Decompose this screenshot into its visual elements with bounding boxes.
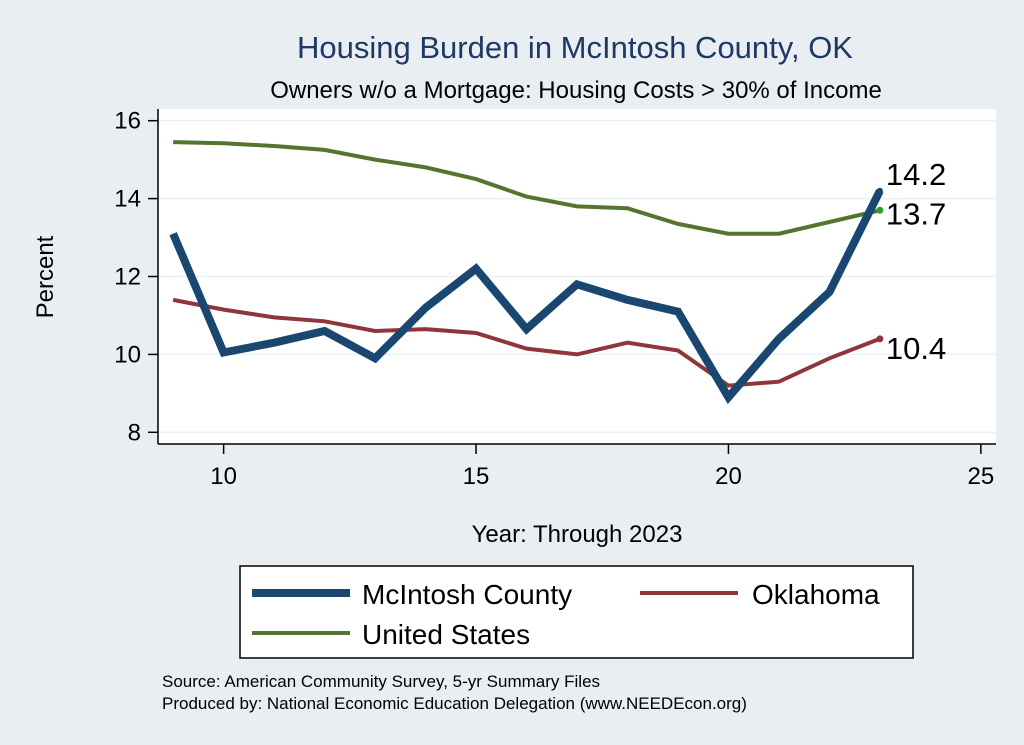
axes: 8 10 12 14 16 10 15 20 25	[114, 108, 996, 490]
series-line-mcintosh-county	[169, 189, 884, 405]
chart-title: Housing Burden in McIntosh County, OK	[297, 30, 853, 65]
series-line-oklahoma	[172, 297, 881, 388]
series-end-point-united-states	[876, 206, 884, 214]
y-axis-title: Percent	[32, 235, 59, 318]
legend-box	[239, 565, 914, 659]
legend-label-united-states: United States	[362, 619, 530, 650]
legend-label-mcintosh-county: McIntosh County	[362, 579, 572, 610]
y-tick-label: 14	[114, 186, 141, 213]
series-line-united-states	[173, 140, 881, 236]
end-label-mcintosh-county: 14.2	[886, 157, 946, 192]
end-label-oklahoma: 10.4	[886, 331, 946, 366]
source-note: Source: American Community Survey, 5-yr …	[162, 672, 600, 691]
series-end-point-oklahoma	[876, 335, 884, 343]
legend: McIntosh County Oklahoma United States	[252, 579, 880, 650]
x-tick-label: 20	[715, 463, 742, 490]
end-label-united-states: 13.7	[886, 196, 946, 231]
y-tick-label: 16	[114, 108, 141, 135]
x-axis-title: Year: Through 2023	[472, 521, 683, 548]
end-labels: 14.2 10.4 13.7	[886, 157, 946, 366]
series-end-point-mcintosh-county	[876, 187, 883, 194]
legend-label-oklahoma: Oklahoma	[752, 579, 880, 610]
x-tick-label: 10	[210, 463, 237, 490]
y-tick-label: 12	[114, 264, 141, 291]
series-lines	[169, 140, 884, 405]
y-tick-label: 10	[114, 341, 141, 368]
x-tick-label: 25	[968, 463, 995, 490]
produced-note: Produced by: National Economic Education…	[162, 694, 747, 713]
chart-subtitle: Owners w/o a Mortgage: Housing Costs > 3…	[270, 77, 882, 104]
x-tick-label: 15	[463, 463, 490, 490]
y-tick-label: 8	[128, 419, 141, 446]
